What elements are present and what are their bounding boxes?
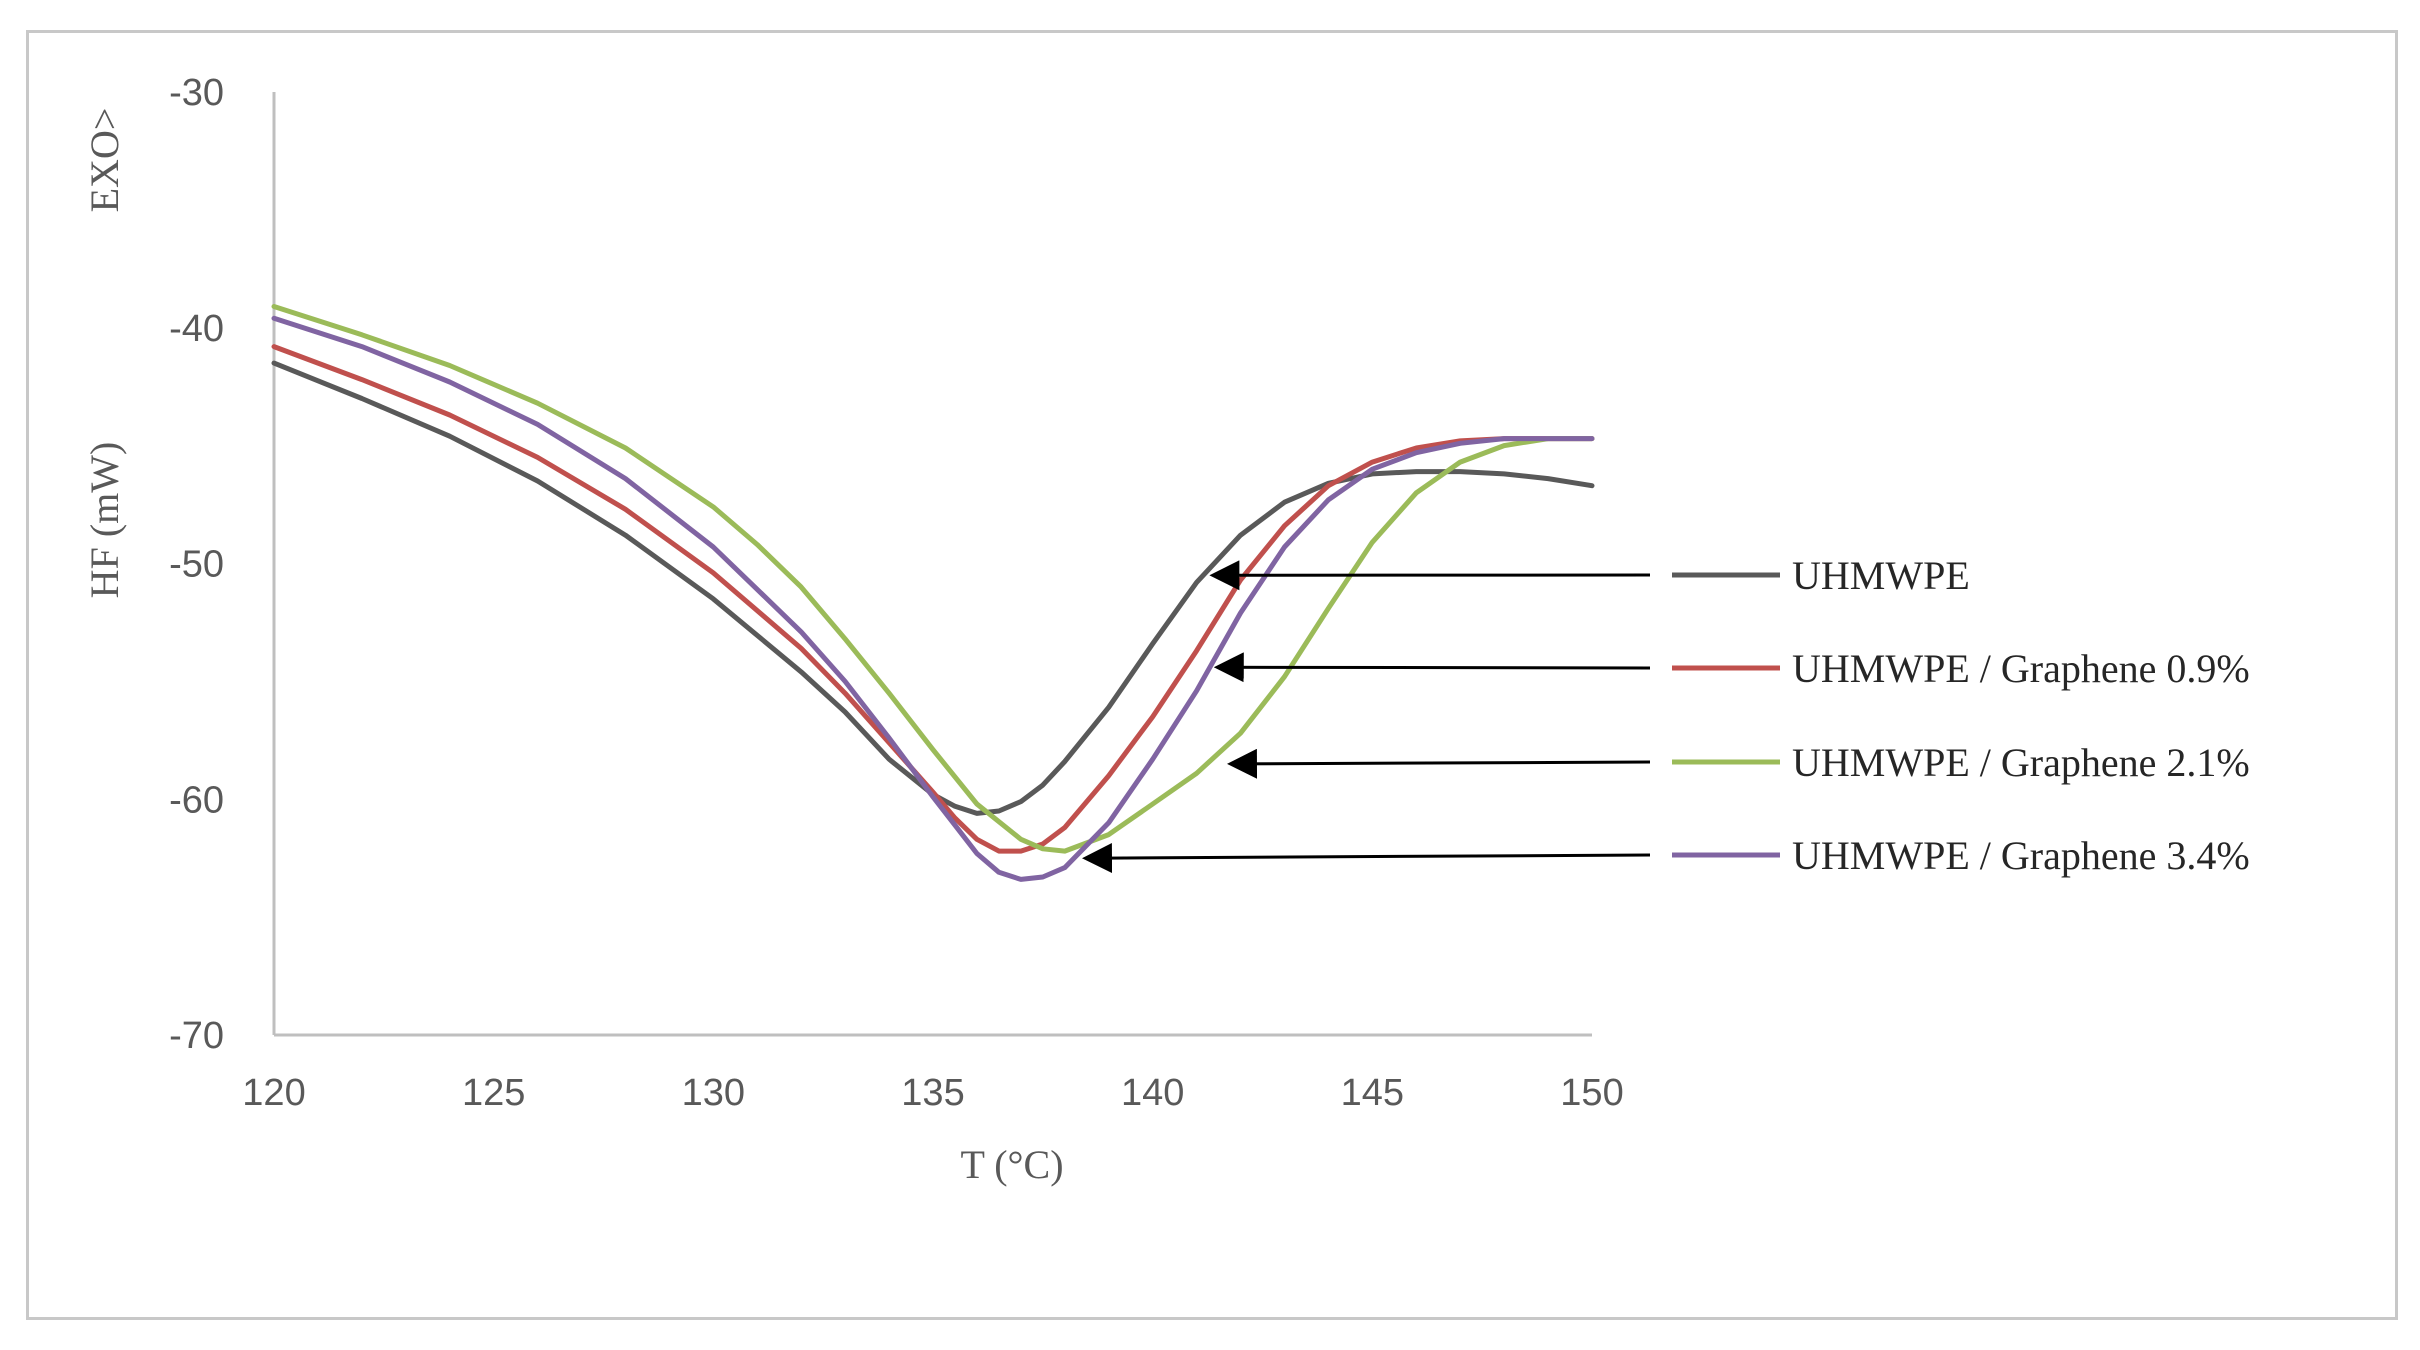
legend-label-3: UHMWPE / Graphene 2.1% bbox=[1792, 740, 2250, 785]
y-axis-title: HF (mW) bbox=[82, 442, 127, 599]
x-tick-label: 130 bbox=[682, 1072, 745, 1114]
x-tick-label: 150 bbox=[1560, 1072, 1623, 1114]
y-tick-label: -70 bbox=[169, 1015, 224, 1057]
x-tick-label: 120 bbox=[242, 1072, 305, 1114]
series-line-3 bbox=[274, 307, 1592, 852]
x-axis-title: T (°C) bbox=[960, 1142, 1063, 1187]
y-tick-label: -60 bbox=[169, 779, 224, 821]
x-tick-label: 125 bbox=[462, 1072, 525, 1114]
legend-label-1: UHMWPE bbox=[1792, 553, 1970, 598]
x-tick-label: 135 bbox=[901, 1072, 964, 1114]
series-line-2 bbox=[274, 347, 1592, 851]
y-tick-label: -50 bbox=[169, 544, 224, 586]
x-tick-labels: 120 125 130 135 140 145 150 bbox=[242, 1072, 1623, 1114]
legend-arrow-4 bbox=[1088, 855, 1650, 858]
legend-label-2: UHMWPE / Graphene 0.9% bbox=[1792, 646, 2250, 691]
legend: UHMWPE UHMWPE / Graphene 0.9% UHMWPE / Gra… bbox=[1088, 553, 2250, 878]
legend-label-4: UHMWPE / Graphene 3.4% bbox=[1792, 833, 2250, 878]
legend-arrow-3 bbox=[1233, 762, 1650, 764]
y-tick-label: -40 bbox=[169, 308, 224, 350]
y-tick-labels: -30 -40 -50 -60 -70 bbox=[169, 72, 224, 1057]
series-line-4 bbox=[274, 318, 1592, 879]
legend-arrow-2 bbox=[1220, 667, 1650, 668]
x-tick-label: 140 bbox=[1121, 1072, 1184, 1114]
series-lines bbox=[274, 307, 1592, 880]
x-tick-label: 145 bbox=[1341, 1072, 1404, 1114]
exo-label: EXO> bbox=[82, 108, 127, 213]
y-tick-label: -30 bbox=[169, 72, 224, 114]
